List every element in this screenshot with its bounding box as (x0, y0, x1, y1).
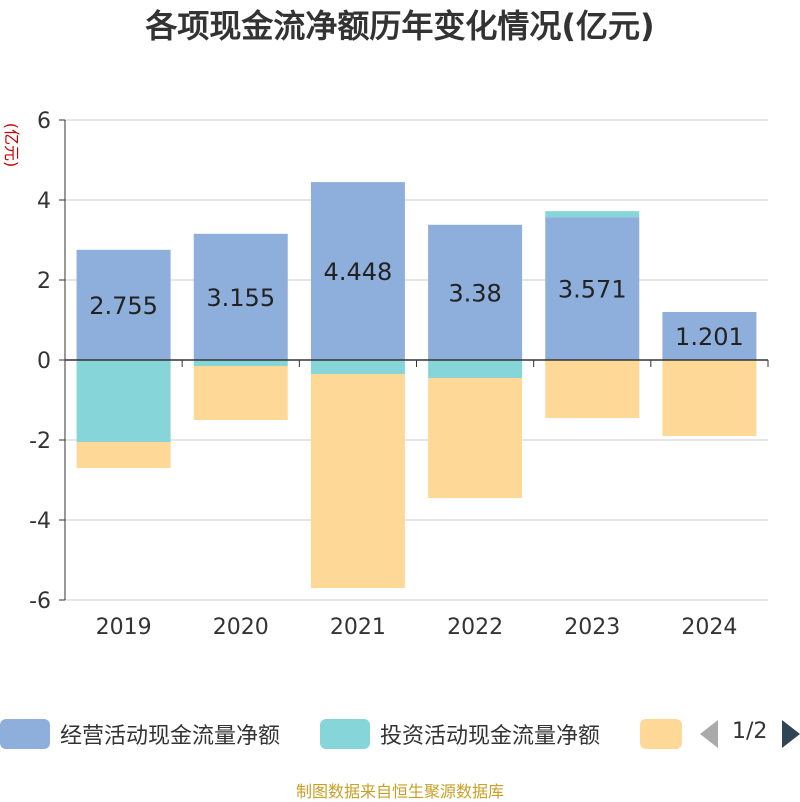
y-tick-label: -6 (29, 589, 51, 614)
bar-2019-series-0 (76, 249, 171, 360)
bar-2021-series-2 (310, 374, 405, 588)
bar-2022-series-2 (428, 378, 523, 498)
y-tick-label: 2 (37, 269, 51, 294)
y-tick-label: -4 (29, 509, 51, 534)
bar-2020-series-2 (193, 366, 288, 420)
bar-2022-series-1 (428, 360, 523, 378)
legend-swatch-financing (640, 719, 682, 749)
data-label: 2.755 (89, 292, 158, 320)
data-label: 3.571 (558, 276, 627, 304)
bar-2021-series-1 (310, 360, 405, 374)
y-axis-unit-label: (亿元) (2, 123, 21, 168)
bar-2019-series-2 (76, 442, 171, 468)
legend-label-operating: 经营活动现金流量净额 (60, 724, 281, 749)
bar-2022-series-0 (428, 224, 523, 360)
x-tick-label: 2021 (330, 615, 386, 640)
bar-2023-series-1 (545, 211, 640, 218)
y-tick-label: -2 (29, 429, 51, 454)
y-tick-label: 6 (37, 109, 51, 134)
data-label: 1.201 (675, 323, 744, 351)
bar-2024-series-0 (662, 311, 757, 360)
legend-label-investing: 投资活动现金流量净额 (380, 724, 601, 749)
legend-swatch-operating (0, 719, 50, 749)
legend-pager: 1/2 (700, 716, 800, 752)
bar-2019-series-1 (76, 360, 171, 442)
x-tick-label: 2019 (96, 615, 152, 640)
pager-next-icon[interactable] (782, 720, 800, 748)
legend-item-financing[interactable] (640, 716, 682, 752)
chart-title: 各项现金流净额历年变化情况(亿元) (145, 7, 655, 45)
y-tick-label: 0 (37, 349, 51, 374)
x-tick-label: 2022 (447, 615, 503, 640)
source-note: 制图数据来自恒生聚源数据库 (295, 782, 504, 801)
x-tick-label: 2020 (213, 615, 269, 640)
legend: 经营活动现金流量净额 投资活动现金流量净额 (0, 716, 800, 752)
y-tick-label: 4 (37, 189, 51, 214)
x-tick-label: 2024 (681, 615, 737, 640)
legend-item-operating[interactable]: 经营活动现金流量净额 (0, 716, 280, 752)
bar-2023-series-0 (545, 217, 640, 360)
pager-prev-icon[interactable] (700, 720, 718, 748)
bar-2021-series-0 (310, 182, 405, 360)
bar-2023-series-2 (545, 360, 640, 418)
data-label: 3.38 (448, 279, 501, 307)
legend-swatch-investing (320, 719, 370, 749)
legend-item-investing[interactable]: 投资活动现金流量净额 (320, 716, 600, 752)
x-tick-label: 2023 (564, 615, 620, 640)
pager-text: 1/2 (732, 719, 768, 744)
bar-2020-series-0 (193, 233, 288, 360)
bar-2024-series-2 (662, 360, 757, 436)
bar-2020-series-1 (193, 360, 288, 366)
data-label: 3.155 (206, 284, 275, 312)
data-label: 4.448 (324, 258, 393, 286)
